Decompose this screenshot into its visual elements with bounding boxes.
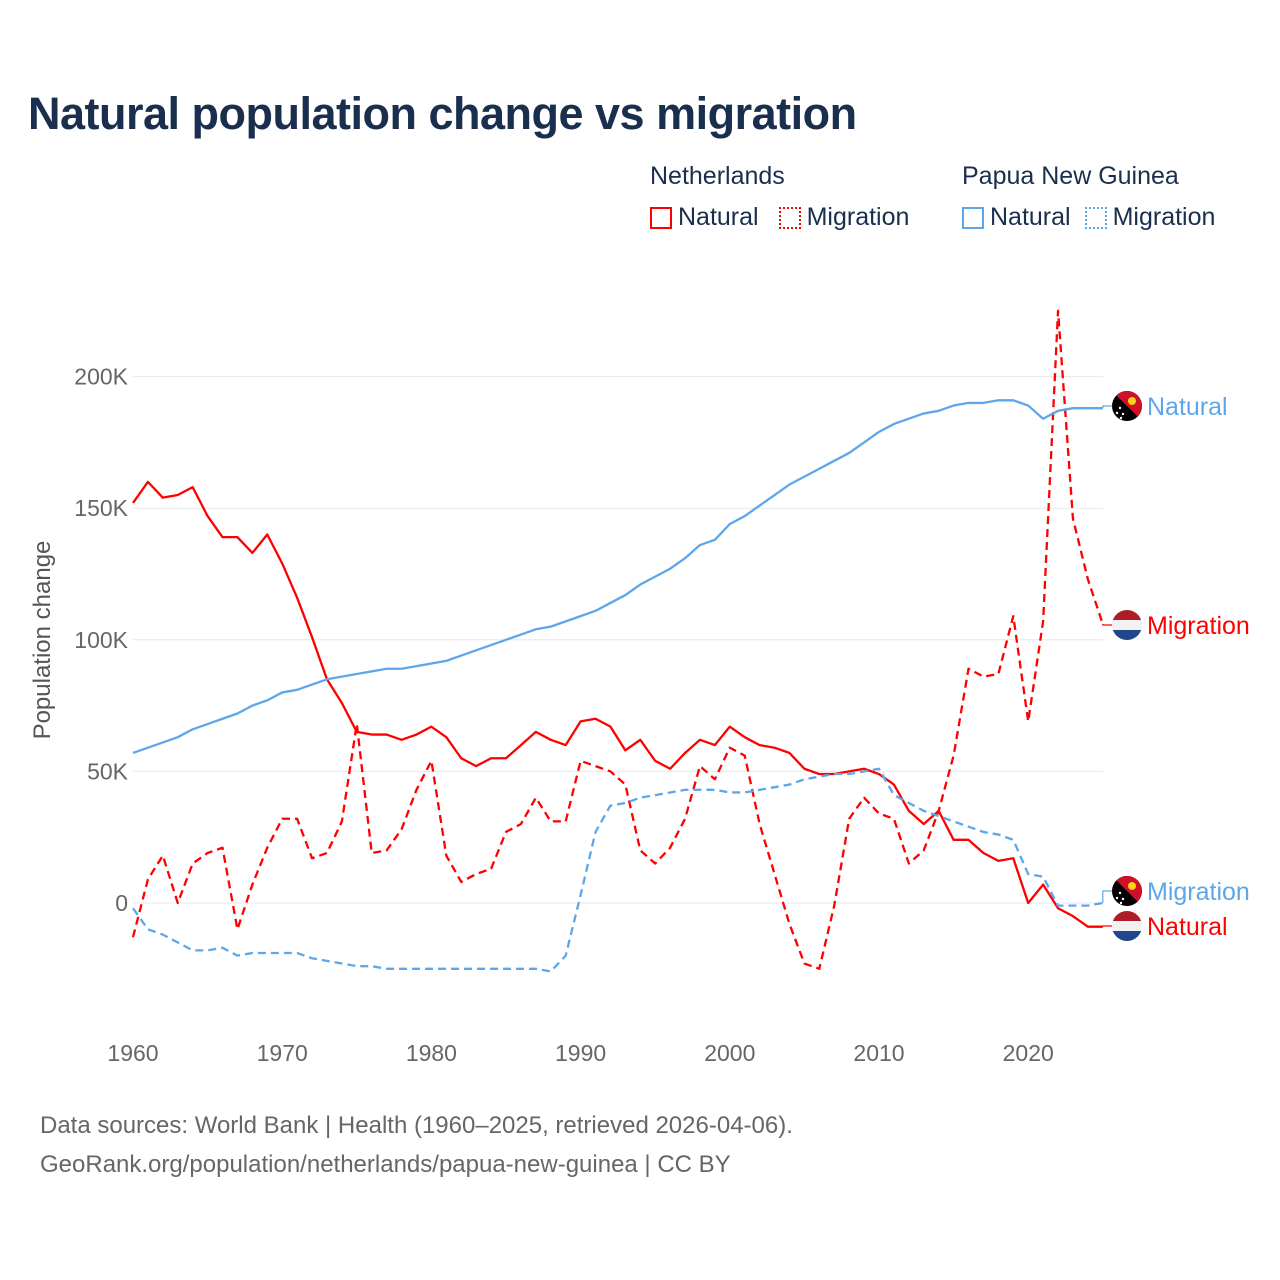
flag-star <box>1118 891 1122 895</box>
y-tick-label: 150K <box>74 495 128 521</box>
x-tick-label: 2020 <box>1003 1040 1054 1066</box>
flag-stripe-red <box>1112 911 1142 921</box>
legend-group-title: Papua New Guinea <box>962 162 1179 190</box>
legend-swatch-solid <box>962 206 984 229</box>
legend-item-png-migration[interactable]: Migration <box>1084 203 1216 232</box>
flag-star <box>1115 411 1119 415</box>
footer: Data sources: World Bank | Health (1960–… <box>40 1106 793 1184</box>
series-line-netherlands-natural <box>132 480 1103 928</box>
flag-body <box>1112 911 1142 941</box>
legend-label: Natural <box>990 203 1071 231</box>
y-tick-label: 200K <box>74 364 128 390</box>
flag-stripe-blue <box>1112 931 1142 941</box>
end-label: Natural <box>1147 913 1228 941</box>
data-source-note: Data sources: World Bank | Health (1960–… <box>40 1112 793 1139</box>
flag-bird <box>1128 882 1136 890</box>
flag-stripe-white <box>1112 620 1142 630</box>
end-label: Migration <box>1147 612 1250 640</box>
flag-red-triangle <box>1112 876 1142 906</box>
flag-stripe-red <box>1112 610 1142 620</box>
x-tick-label: 1980 <box>406 1040 457 1066</box>
x-tick-label: 2010 <box>853 1040 904 1066</box>
legend-label: Natural <box>678 203 759 231</box>
flag-black <box>1112 876 1142 906</box>
legend-swatch-solid <box>650 206 672 229</box>
y-tick-label: 50K <box>87 758 129 784</box>
x-tick-label: 1970 <box>257 1040 308 1066</box>
end-connector <box>1102 624 1112 626</box>
flag-star <box>1121 412 1125 416</box>
legend-swatch-dotted <box>778 206 801 229</box>
flag-black <box>1112 391 1142 421</box>
series-line-netherlands-migration <box>131 309 1104 970</box>
legend-group-title: Netherlands <box>650 162 785 190</box>
y-axis-label: Population change <box>29 541 56 740</box>
flag-stripe-white <box>1112 921 1142 931</box>
flag-bird <box>1128 397 1136 405</box>
netherlands-flag-icon <box>1112 911 1142 941</box>
flag-star <box>1118 406 1122 410</box>
chart-title: Natural population change vs migration <box>28 88 857 139</box>
series-line-papua-new-guinea-migration <box>132 767 1103 973</box>
end-connector <box>1102 890 1112 903</box>
y-tick-label: 100K <box>74 627 128 653</box>
flag-body <box>1112 876 1142 906</box>
flag-star <box>1121 897 1125 901</box>
y-tick-label: 0 <box>115 890 128 916</box>
netherlands-flag-icon <box>1112 610 1142 640</box>
legend-item-nl-migration[interactable]: Migration <box>778 203 910 232</box>
flag-star <box>1119 901 1123 905</box>
legend-label: Migration <box>806 203 910 231</box>
x-tick-label: 2000 <box>704 1040 755 1066</box>
end-label: Natural <box>1147 393 1228 421</box>
flag-body <box>1112 610 1142 640</box>
flag-red-triangle <box>1112 391 1142 421</box>
legend-item-nl-natural[interactable]: Natural <box>650 203 759 232</box>
series-line-papua-new-guinea-natural <box>132 399 1103 755</box>
legend-group-papua-new-guinea: Papua New Guinea Natural Migration <box>962 162 1235 232</box>
x-tick-label: 1990 <box>555 1040 606 1066</box>
flag-star <box>1115 896 1119 900</box>
papua-new-guinea-flag-icon <box>1112 876 1142 906</box>
flag-body <box>1112 391 1142 421</box>
legend-swatch-dotted <box>1084 206 1107 229</box>
end-connector <box>1102 925 1112 927</box>
flag-stripe-blue <box>1112 630 1142 640</box>
x-tick-label: 1960 <box>107 1040 158 1066</box>
end-connector <box>1102 405 1112 409</box>
legend-group-netherlands: Netherlands Natural Migration <box>650 162 929 232</box>
legend-item-png-natural[interactable]: Natural <box>962 203 1071 232</box>
flag-star <box>1119 416 1123 420</box>
papua-new-guinea-flag-icon <box>1112 391 1142 421</box>
source-link[interactable]: GeoRank.org/population/netherlands/papua… <box>40 1151 731 1178</box>
end-label: Migration <box>1147 878 1250 906</box>
legend-label: Migration <box>1112 203 1216 231</box>
